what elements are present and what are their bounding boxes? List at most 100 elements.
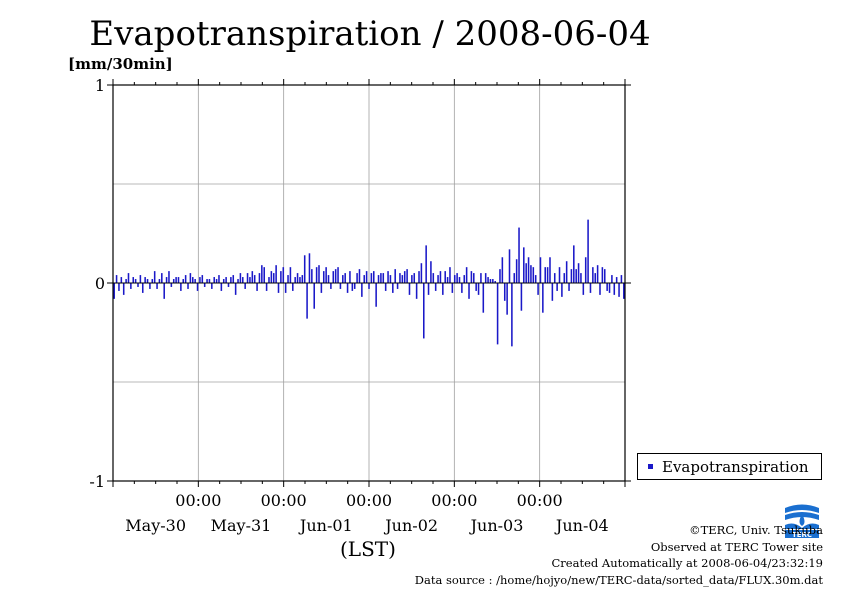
data-bar	[187, 283, 189, 289]
data-bar	[368, 283, 370, 289]
x-day-label: May-31	[211, 516, 272, 535]
data-bar	[394, 269, 396, 283]
data-bar	[303, 255, 306, 283]
data-bar	[603, 269, 606, 283]
data-bar	[563, 273, 566, 283]
data-bar	[334, 269, 337, 283]
legend: Evapotranspiration	[637, 453, 822, 480]
x-day-label: Jun-03	[469, 516, 524, 535]
data-bar	[408, 283, 411, 295]
data-bar	[549, 257, 551, 283]
data-bar	[501, 257, 504, 283]
data-bar	[251, 271, 254, 283]
data-bar	[489, 279, 492, 283]
data-bar	[253, 275, 256, 283]
data-bar	[199, 277, 201, 283]
data-bar	[139, 275, 142, 283]
data-bar	[301, 275, 304, 283]
data-bar	[456, 273, 458, 283]
data-bar	[118, 283, 120, 291]
data-bar	[442, 283, 444, 295]
data-bar	[384, 283, 387, 291]
x-time-label: 00:00	[261, 491, 307, 510]
data-bar	[380, 273, 382, 283]
credits-block: ©TERC, Univ. Tsukuba Observed at TERC To…	[415, 522, 823, 588]
data-bar	[287, 275, 289, 283]
data-bar	[594, 273, 597, 283]
data-bar	[446, 277, 449, 283]
data-bar	[382, 273, 385, 283]
data-bar	[575, 269, 577, 283]
data-bar	[463, 275, 466, 283]
data-bar	[227, 283, 230, 287]
data-bar	[415, 283, 418, 299]
data-bar	[201, 275, 204, 283]
data-bar	[544, 267, 546, 283]
data-bar	[363, 275, 366, 283]
data-bar	[180, 283, 182, 291]
data-bar	[258, 273, 261, 283]
data-bar	[196, 283, 199, 291]
data-bar	[192, 277, 194, 283]
data-bar	[423, 283, 425, 339]
data-bar	[346, 283, 349, 293]
data-bar	[487, 277, 489, 283]
data-bar	[327, 275, 330, 283]
data-bar	[353, 283, 356, 289]
data-bar	[623, 283, 625, 299]
data-bar	[425, 245, 427, 283]
data-bar	[503, 283, 506, 301]
data-bar	[596, 265, 599, 283]
data-bar	[620, 275, 623, 283]
data-bar	[444, 271, 446, 283]
data-bar	[434, 283, 437, 291]
data-bar	[172, 279, 175, 283]
data-bar	[203, 283, 206, 287]
data-bar	[220, 283, 223, 291]
data-bar	[213, 277, 215, 283]
data-bar	[237, 279, 239, 283]
legend-label: Evapotranspiration	[662, 457, 809, 476]
data-bar	[170, 283, 173, 287]
data-bar	[130, 283, 132, 289]
data-bar	[270, 271, 273, 283]
data-bar	[534, 275, 537, 283]
data-bar	[318, 265, 320, 283]
data-bar	[432, 273, 435, 283]
data-bar	[242, 277, 244, 283]
data-bar	[284, 283, 287, 293]
data-bar	[556, 283, 558, 291]
data-bar	[589, 283, 592, 293]
data-bar	[289, 267, 292, 283]
data-bar	[511, 283, 513, 347]
data-bar	[120, 277, 123, 283]
data-bar	[427, 283, 430, 295]
data-bar	[580, 273, 582, 283]
data-bar	[461, 283, 463, 293]
data-bar	[439, 271, 442, 283]
data-bar	[299, 277, 301, 283]
observed-text: Observed at TERC Tower site	[650, 539, 823, 554]
data-bar	[156, 283, 158, 289]
data-bar	[518, 227, 520, 283]
data-bar	[420, 263, 423, 283]
data-bar	[320, 283, 323, 293]
data-bar	[449, 267, 451, 283]
data-bar	[315, 267, 318, 283]
data-bar	[530, 265, 532, 283]
data-bar	[539, 257, 542, 283]
data-bar	[208, 279, 211, 283]
data-bar	[275, 265, 277, 283]
chart-title: Evapotranspiration / 2008-06-04	[89, 14, 651, 54]
data-bar	[484, 273, 487, 283]
x-time-label: 00:00	[431, 491, 477, 510]
data-bar	[234, 283, 237, 295]
data-bar	[163, 283, 165, 299]
data-bar	[296, 273, 299, 283]
data-bar	[453, 275, 456, 283]
data-bar	[399, 273, 401, 283]
data-bar	[158, 279, 161, 283]
axes	[107, 79, 631, 487]
data-bar	[525, 263, 527, 283]
data-bar	[527, 257, 530, 283]
